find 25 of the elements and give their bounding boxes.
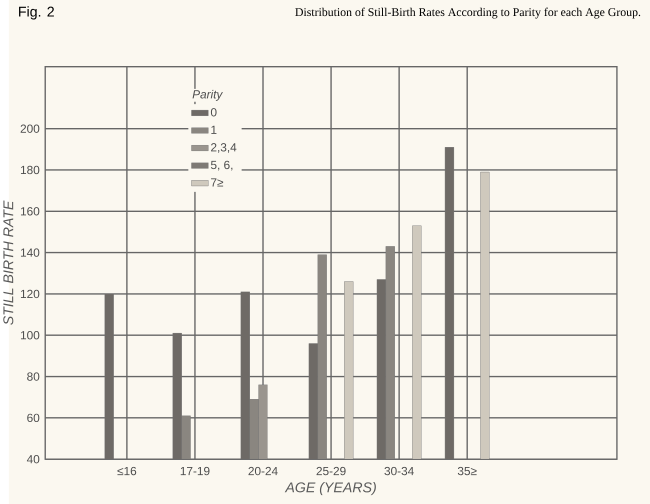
x-tick-label: 17-19 (180, 466, 210, 476)
legend-label: 5, 6, (210, 160, 232, 171)
y-tick-label: 180 (20, 166, 40, 174)
x-tick-label: 25-29 (316, 466, 346, 476)
legend-label: 7≥ (211, 178, 224, 186)
x-axis-title: AGE (YEARS) (284, 482, 376, 496)
x-tick-label: 20-24 (248, 466, 278, 476)
x-tick-label: 35≥ (458, 466, 477, 476)
x-tick-label: 30-34 (384, 466, 414, 476)
y-axis-title: STILL BIRTH RATE (3, 200, 14, 325)
legend-label: 1 (211, 126, 216, 134)
y-tick-label: 100 (20, 331, 40, 340)
caption: Fig. 2 (19, 6, 54, 20)
chart-title: Distribution of Still-Birth Rates According to Parity for each Age Group. (295, 8, 640, 19)
y-tick-label: 80 (27, 372, 40, 381)
y-tick-label: 200 (20, 124, 40, 133)
y-tick-label: 160 (20, 207, 40, 216)
y-tick-label: 120 (20, 290, 40, 298)
x-tick-label: ≤16 (117, 466, 136, 476)
y-tick-label: 40 (26, 455, 40, 464)
legend-label: 2,3,4 (211, 143, 236, 153)
y-tick-label: 140 (20, 248, 40, 257)
y-tick-label: 60 (27, 414, 40, 422)
legend-label: 0 (210, 108, 217, 116)
legend-title: Parity (192, 90, 223, 101)
